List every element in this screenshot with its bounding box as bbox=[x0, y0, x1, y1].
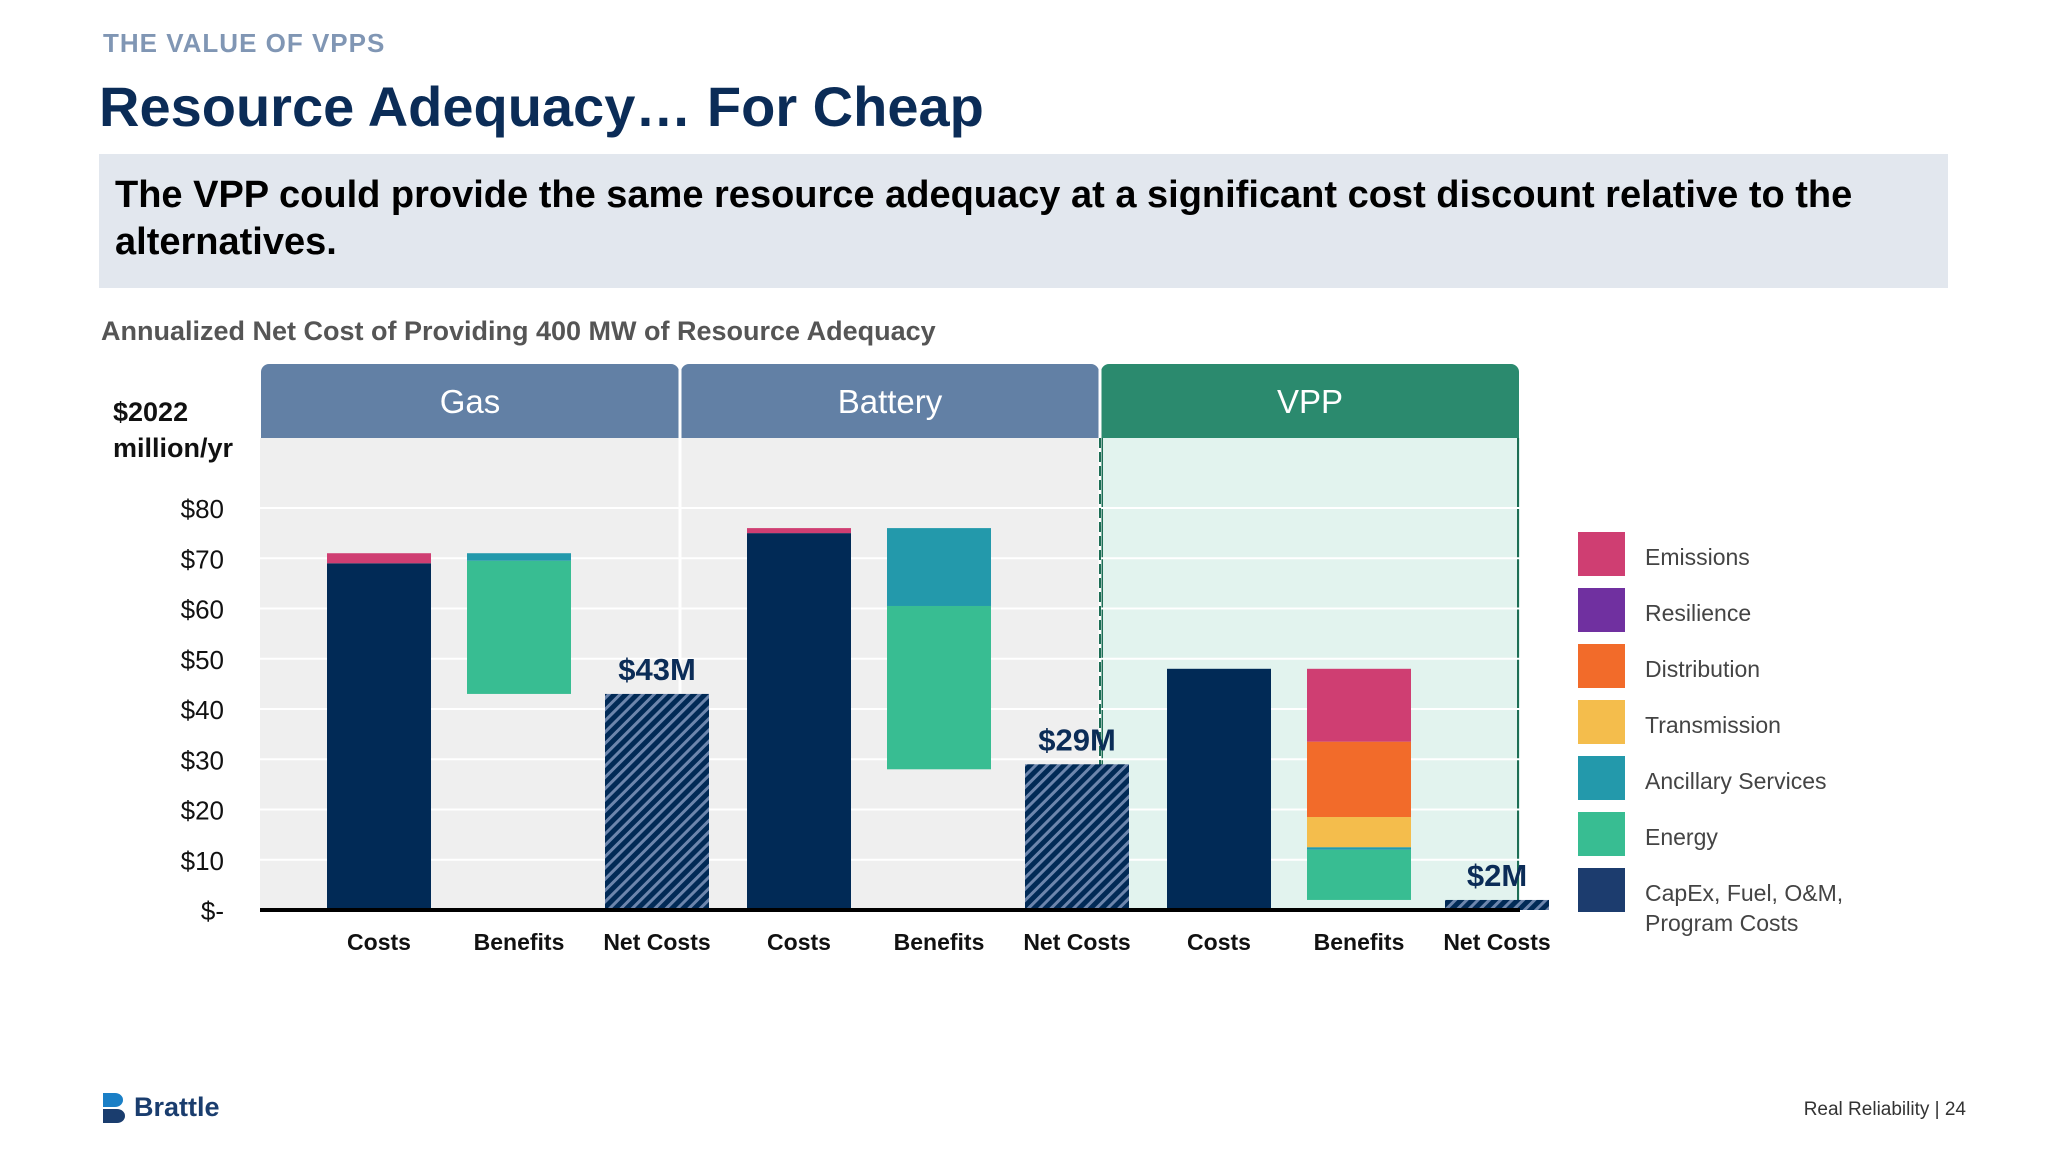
vpp-benefits-x-label: Benefits bbox=[1314, 929, 1405, 955]
legend-item-capex-fuel-o-m-program-costs: CapEx, Fuel, O&M, Program Costs bbox=[1578, 868, 1898, 936]
y-axis-unit-line-2: million/yr bbox=[113, 433, 234, 463]
gas-header-base bbox=[261, 384, 679, 438]
section-label: THE VALUE OF VPPS bbox=[103, 28, 386, 58]
gas-benefits-energy-segment bbox=[467, 560, 571, 694]
vpp-benefits-distribution-segment bbox=[1307, 741, 1411, 818]
vpp-header-base bbox=[1101, 384, 1519, 438]
gas-costs-x-label: Costs bbox=[347, 929, 411, 955]
legend-label: Emissions bbox=[1645, 544, 1750, 570]
vpp-benefits-emissions-segment bbox=[1307, 668, 1411, 742]
chart-title: Annualized Net Cost of Providing 400 MW … bbox=[101, 316, 936, 346]
y-tick-label: $- bbox=[201, 896, 224, 926]
y-tick-label: $70 bbox=[181, 544, 224, 574]
legend-swatch bbox=[1578, 756, 1625, 800]
vpp-costs-x-label: Costs bbox=[1187, 929, 1251, 955]
gas-net-costs-x-label: Net Costs bbox=[603, 929, 710, 955]
y-tick-label: $80 bbox=[181, 494, 224, 524]
legend-item-resilience: Resilience bbox=[1578, 588, 1898, 634]
legend-item-energy: Energy bbox=[1578, 812, 1898, 858]
legend-swatch bbox=[1578, 532, 1625, 576]
y-tick-label: $20 bbox=[181, 796, 224, 826]
vpp-costs-capex-fuel-o-m-program-costs-segment bbox=[1167, 668, 1271, 910]
battery-costs-emissions-segment bbox=[747, 528, 851, 534]
key-message-text: The VPP could provide the same resource … bbox=[115, 174, 1853, 263]
y-axis-unit-label: $2022 million/yr bbox=[113, 394, 233, 466]
legend-swatch bbox=[1578, 868, 1625, 912]
page-number: Real Reliability | 24 bbox=[1803, 1099, 1966, 1120]
gas-benefits-x-label: Benefits bbox=[474, 929, 565, 955]
gas-costs-capex-fuel-o-m-program-costs-segment bbox=[327, 563, 431, 910]
legend-swatch bbox=[1578, 644, 1625, 688]
gas-net-costs-value-label: $43M bbox=[618, 652, 696, 687]
page-title: Resource Adequacy… For Cheap bbox=[99, 75, 984, 138]
battery-header-label: Battery bbox=[838, 383, 943, 420]
legend-item-ancillary-services: Ancillary Services bbox=[1578, 756, 1898, 802]
battery-header-base bbox=[681, 384, 1099, 438]
vpp-net-costs-value-label: $2M bbox=[1467, 858, 1527, 893]
legend-swatch bbox=[1578, 700, 1625, 744]
legend-swatch bbox=[1578, 812, 1625, 856]
brand-name: Brattle bbox=[134, 1092, 220, 1122]
y-axis-unit-line-1: $2022 bbox=[113, 397, 189, 427]
legend-item-transmission: Transmission bbox=[1578, 700, 1898, 746]
legend-label: Transmission bbox=[1645, 712, 1781, 738]
y-tick-label: $40 bbox=[181, 695, 224, 725]
y-tick-label: $30 bbox=[181, 745, 224, 775]
y-tick-label: $50 bbox=[181, 645, 224, 675]
legend-label: CapEx, Fuel, O&M, Program Costs bbox=[1645, 880, 1844, 936]
gas-costs-emissions-segment bbox=[327, 553, 431, 564]
y-tick-label: $10 bbox=[181, 846, 224, 876]
vpp-net-costs-x-label: Net Costs bbox=[1443, 929, 1550, 955]
legend-item-emissions: Emissions bbox=[1578, 532, 1898, 578]
battery-costs-capex-fuel-o-m-program-costs-segment bbox=[747, 533, 851, 910]
key-message-box: The VPP could provide the same resource … bbox=[99, 154, 1948, 288]
gas-net-costs-bar bbox=[605, 693, 709, 910]
battery-net-costs-bar bbox=[1025, 764, 1129, 910]
battery-net-costs-value-label: $29M bbox=[1038, 722, 1116, 757]
y-tick-label: $60 bbox=[181, 595, 224, 625]
legend-item-distribution: Distribution bbox=[1578, 644, 1898, 690]
battery-benefits-x-label: Benefits bbox=[894, 929, 985, 955]
gas-header-label: Gas bbox=[440, 383, 501, 420]
vpp-benefits-transmission-segment bbox=[1307, 817, 1411, 848]
vpp-net-costs-bar bbox=[1445, 899, 1549, 910]
vpp-benefits-energy-segment bbox=[1307, 849, 1411, 900]
battery-costs-x-label: Costs bbox=[767, 929, 831, 955]
legend-label: Energy bbox=[1645, 824, 1718, 850]
legend-label: Resilience bbox=[1645, 600, 1752, 626]
battery-benefits-ancillary-services-segment bbox=[887, 528, 991, 606]
gas-benefits-ancillary-services-segment bbox=[467, 553, 571, 561]
battery-net-costs-x-label: Net Costs bbox=[1023, 929, 1130, 955]
legend-swatch bbox=[1578, 588, 1625, 632]
vpp-header-label: VPP bbox=[1277, 383, 1343, 420]
battery-benefits-energy-segment bbox=[887, 605, 991, 770]
legend-label: Ancillary Services bbox=[1645, 768, 1827, 794]
vpp-benefits-ancillary-services-segment bbox=[1307, 847, 1411, 850]
brattle-logo-icon bbox=[103, 1093, 125, 1123]
legend-label: Distribution bbox=[1645, 656, 1761, 682]
